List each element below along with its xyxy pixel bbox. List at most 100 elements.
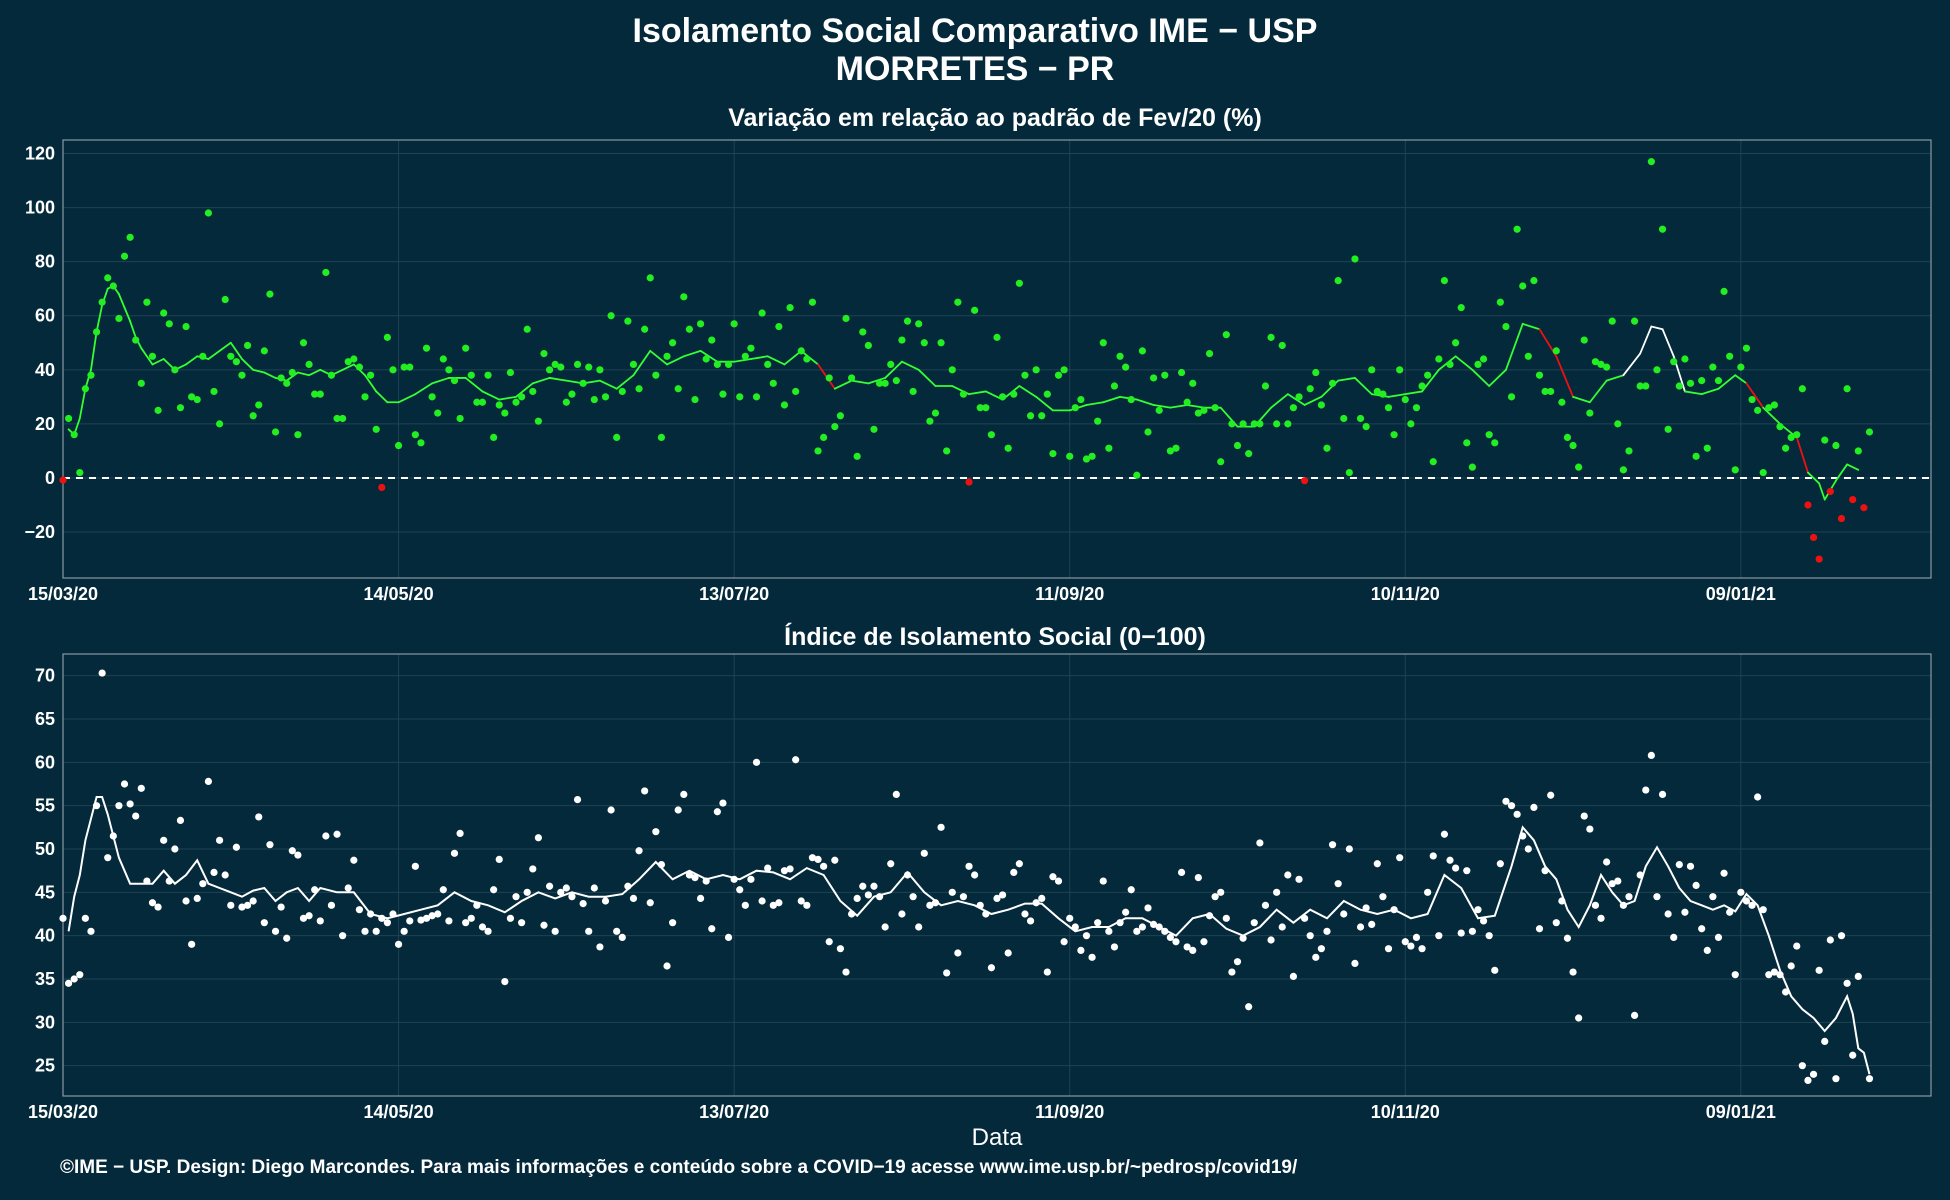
top-data-point bbox=[1474, 360, 1482, 369]
top-data-point bbox=[1205, 349, 1214, 358]
bottom-data-point bbox=[1714, 933, 1723, 942]
top-data-point bbox=[540, 349, 548, 358]
bottom-data-point bbox=[1133, 927, 1141, 935]
bottom-data-point bbox=[1094, 919, 1102, 927]
bottom-data-point bbox=[1485, 932, 1493, 940]
top-data-point bbox=[551, 360, 559, 369]
bottom-data-point bbox=[1558, 897, 1566, 905]
top-data-point bbox=[803, 355, 811, 363]
top-moving-average-segment bbox=[548, 377, 568, 382]
top-data-point bbox=[691, 395, 699, 404]
top-moving-average-segment bbox=[1734, 374, 1748, 385]
top-data-point bbox=[836, 412, 845, 420]
bottom-data-point bbox=[1496, 860, 1504, 868]
bottom-data-point bbox=[210, 868, 218, 877]
top-data-point bbox=[434, 409, 442, 417]
bottom-data-point bbox=[1547, 791, 1555, 799]
top-data-point bbox=[959, 390, 968, 398]
top-data-point bbox=[271, 428, 280, 436]
top-data-point bbox=[1239, 420, 1247, 428]
top-data-point bbox=[333, 414, 341, 423]
top-data-point bbox=[892, 377, 900, 385]
top-data-point bbox=[132, 336, 140, 344]
top-data-point bbox=[1049, 450, 1057, 458]
top-data-point bbox=[747, 344, 755, 352]
bottom-data-point bbox=[864, 891, 872, 899]
bottom-data-point bbox=[1686, 862, 1695, 870]
bottom-data-point bbox=[1205, 912, 1214, 920]
bottom-data-point bbox=[959, 893, 968, 901]
top-data-point bbox=[545, 366, 554, 374]
top-data-point bbox=[724, 360, 733, 369]
top-data-point bbox=[1793, 431, 1801, 439]
bottom-data-point bbox=[551, 927, 559, 935]
top-data-point bbox=[76, 468, 84, 477]
bottom-data-point bbox=[1737, 888, 1745, 896]
bottom-data-point bbox=[557, 888, 565, 896]
top-data-point bbox=[445, 366, 453, 374]
bottom-data-point bbox=[736, 886, 744, 894]
bottom-data-point bbox=[1015, 860, 1023, 868]
top-data-point bbox=[954, 298, 962, 306]
top-moving-average-segment bbox=[1846, 463, 1860, 471]
bottom-data-point bbox=[1412, 933, 1421, 942]
bottom-y-tick-label: 30 bbox=[35, 1012, 55, 1032]
bottom-data-point bbox=[579, 900, 587, 908]
top-data-point bbox=[210, 387, 218, 396]
bottom-data-point bbox=[1362, 904, 1370, 912]
bottom-data-point bbox=[333, 830, 341, 838]
bottom-data-point bbox=[294, 851, 302, 859]
top-data-point bbox=[1334, 276, 1342, 285]
bottom-data-point bbox=[467, 914, 475, 922]
bottom-data-point bbox=[1843, 979, 1851, 987]
bottom-data-point bbox=[422, 914, 431, 922]
bottom-data-point bbox=[1222, 914, 1230, 922]
bottom-data-point bbox=[601, 897, 610, 905]
bottom-data-point bbox=[104, 854, 112, 862]
top-moving-average-segment bbox=[649, 349, 668, 366]
top-data-point bbox=[1323, 444, 1331, 452]
top-moving-average-segment bbox=[151, 358, 165, 366]
top-data-point bbox=[467, 371, 475, 379]
bottom-data-point bbox=[898, 910, 906, 918]
bottom-y-tick-label: 35 bbox=[35, 969, 55, 989]
top-data-point bbox=[1077, 395, 1085, 404]
bottom-data-point bbox=[1010, 868, 1018, 877]
bottom-data-point bbox=[1630, 1011, 1639, 1020]
bottom-data-point bbox=[1368, 920, 1376, 929]
bottom-data-point bbox=[1479, 917, 1488, 925]
bottom-data-point bbox=[1116, 919, 1124, 927]
top-data-point bbox=[473, 398, 481, 406]
bottom-data-point bbox=[1865, 1075, 1874, 1083]
bottom-y-tick-label: 55 bbox=[35, 796, 55, 816]
bottom-data-point bbox=[1636, 871, 1644, 879]
top-moving-average-segment bbox=[1717, 374, 1737, 390]
bottom-data-point bbox=[143, 877, 151, 885]
bottom-data-point bbox=[1043, 968, 1051, 976]
top-moving-average-segment bbox=[682, 349, 702, 358]
bottom-data-point bbox=[540, 921, 548, 929]
bottom-data-point bbox=[115, 802, 123, 810]
bottom-data-point bbox=[523, 888, 531, 896]
top-data-point bbox=[719, 390, 727, 398]
top-data-point bbox=[501, 409, 509, 417]
bottom-data-point bbox=[361, 927, 369, 935]
top-x-tick-label: 09/01/21 bbox=[1706, 584, 1776, 604]
bottom-data-point bbox=[417, 916, 425, 924]
bottom-data-point bbox=[702, 877, 710, 885]
top-data-point bbox=[283, 379, 291, 387]
bottom-data-point bbox=[148, 899, 157, 907]
bottom-data-point bbox=[657, 861, 666, 869]
bottom-data-point bbox=[652, 828, 660, 836]
bottom-data-point bbox=[635, 847, 643, 855]
top-moving-average-segment bbox=[185, 355, 199, 366]
top-data-point bbox=[238, 371, 246, 379]
top-data-point bbox=[1468, 463, 1476, 471]
top-data-point bbox=[859, 328, 867, 336]
top-data-point bbox=[439, 355, 447, 363]
top-data-point bbox=[1429, 458, 1437, 466]
bottom-x-tick-label: 15/03/20 bbox=[28, 1102, 98, 1122]
top-data-point bbox=[1233, 441, 1242, 450]
x-axis-label: Data bbox=[972, 1124, 1023, 1151]
top-data-point bbox=[1105, 444, 1113, 452]
